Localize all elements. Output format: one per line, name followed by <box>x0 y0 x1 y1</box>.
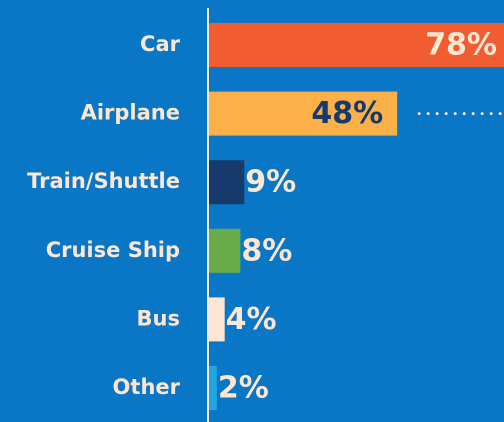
category-label: Train/Shuttle <box>27 169 180 193</box>
value-label: 2% <box>218 371 269 406</box>
bar <box>209 160 245 205</box>
value-label: 4% <box>226 302 277 337</box>
bar <box>209 228 241 273</box>
bar <box>209 366 217 410</box>
value-label: 8% <box>241 233 292 268</box>
category-label: Bus <box>137 306 180 330</box>
bar <box>209 297 225 342</box>
value-label: 48% <box>311 96 383 131</box>
category-label: Car <box>140 32 181 56</box>
category-label: Other <box>113 375 181 399</box>
value-label: 9% <box>245 165 296 200</box>
category-label: Airplane <box>81 101 180 125</box>
bar <box>209 23 504 67</box>
bar <box>209 91 398 136</box>
category-label: Cruise Ship <box>46 238 180 262</box>
value-label: 78% <box>425 28 497 63</box>
